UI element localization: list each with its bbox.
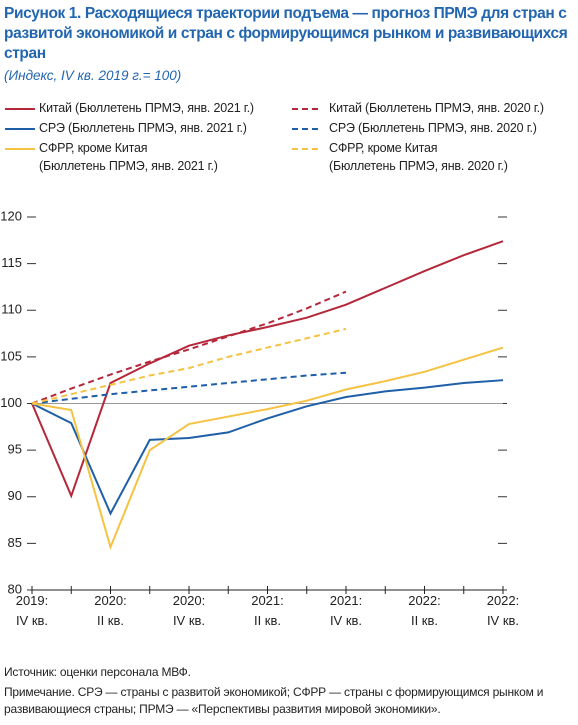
y-tick-label: 115 (1, 255, 22, 270)
y-tick-label: 105 (0, 348, 22, 363)
x-tick-label: 2020: II кв. (94, 593, 127, 628)
y-tick-label: 120 (0, 208, 22, 223)
x-tick-label: 2020: IV кв. (172, 593, 206, 628)
y-tick-label: 110 (1, 302, 22, 317)
chart-subtitle: (Индекс, IV кв. 2019 г.= 100) (4, 68, 182, 83)
legend-label: СРЭ (Бюллетень ПРМЭ, янв. 2021 г.) (39, 121, 247, 135)
legend-label: СФРР, кроме Китая (Бюллетень ПРМЭ, янв. … (329, 141, 508, 173)
series-line (31, 346, 504, 551)
chart-title: Рисунок 1. Расходящиеся траектории подъе… (4, 5, 568, 62)
y-tick-label: 80 (8, 581, 22, 596)
y-tick-label: 100 (0, 395, 22, 410)
source: Источник: оценки персонала МВФ. (4, 665, 191, 679)
y-tick-label: 90 (8, 488, 22, 503)
series-line (31, 240, 504, 499)
x-tick-label: 2022: II кв. (408, 593, 441, 628)
legend-label: СФРР, кроме Китая (Бюллетень ПРМЭ, янв. … (39, 141, 218, 173)
series-line (31, 290, 347, 405)
y-tick-label: 95 (8, 442, 22, 457)
x-tick-label: 2019: IV кв. (15, 593, 49, 628)
x-tick-label: 2021: IV кв. (329, 593, 363, 628)
note: Примечание. СРЭ — страны с развитой экон… (4, 685, 544, 716)
series-line (31, 371, 347, 405)
series-line (31, 379, 504, 516)
legend-label: Китай (Бюллетень ПРМЭ, янв. 2021 г.) (39, 101, 254, 115)
legend-label: СРЭ (Бюллетень ПРМЭ, янв. 2020 г.) (329, 121, 537, 135)
x-tick-label: 2021: II кв. (251, 593, 284, 628)
x-tick-label: 2022: IV кв. (486, 593, 520, 628)
y-tick-label: 85 (8, 535, 22, 550)
series-line (31, 327, 347, 405)
legend-label: Китай (Бюллетень ПРМЭ, янв. 2020 г.) (329, 101, 544, 115)
